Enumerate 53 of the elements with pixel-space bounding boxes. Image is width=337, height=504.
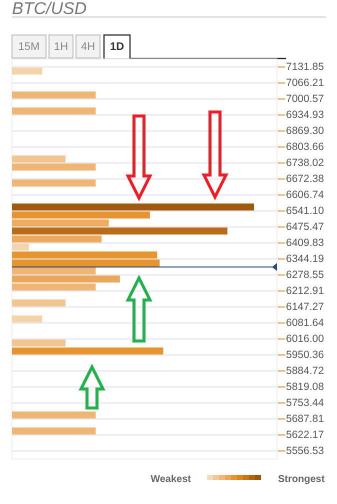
y-tick-label: 7066.21 [286, 76, 324, 89]
y-tick-label: 5687.81 [286, 412, 324, 425]
bar [12, 204, 254, 210]
text: 1H [54, 41, 68, 53]
bar [12, 276, 120, 282]
y-tick-label: 6212.91 [286, 284, 324, 297]
y-tick-label: 6738.02 [286, 156, 324, 169]
y-tick-label: 6081.64 [286, 316, 324, 329]
y-tick-label: 6541.10 [286, 204, 324, 217]
bar [12, 236, 102, 242]
y-tick-label: 6016.00 [286, 332, 324, 345]
y-tick-label: 6606.74 [286, 188, 324, 201]
bar [12, 412, 96, 418]
bar [12, 316, 42, 322]
y-tick-label: 6278.55 [286, 268, 324, 281]
y-tick-label: 6934.93 [286, 108, 324, 121]
y-tick-label: 6475.47 [286, 220, 324, 233]
bar [12, 268, 96, 274]
y-tick-label: 7131.85 [286, 60, 324, 73]
bar [12, 156, 66, 162]
bar [12, 220, 109, 226]
bar [12, 428, 96, 434]
bar [12, 284, 96, 290]
y-tick-label: 6344.19 [286, 252, 324, 265]
bar [12, 348, 164, 354]
bar [12, 244, 29, 250]
bar [12, 164, 96, 170]
text: 15M [18, 41, 40, 53]
y-tick-label: 6409.83 [286, 236, 324, 249]
text: 1D [110, 41, 124, 53]
y-tick-label: 5622.17 [286, 428, 324, 441]
y-tick-label: 6147.27 [286, 300, 324, 313]
chart-title: BTC/USD [12, 0, 87, 18]
bar [12, 228, 228, 234]
y-tick-label: 5950.36 [286, 348, 324, 361]
bar [12, 340, 66, 346]
bar [12, 180, 96, 186]
y-tick-label: 5819.08 [286, 380, 324, 393]
bar [12, 68, 42, 74]
y-tick-label: 6869.30 [286, 124, 324, 137]
bar [12, 300, 66, 306]
y-tick-label: 6672.38 [286, 172, 324, 185]
text: Strongest [278, 474, 326, 485]
y-tick-label: 5556.53 [286, 444, 324, 457]
bar [12, 92, 96, 98]
bar [12, 108, 96, 114]
y-tick-label: 5753.44 [286, 396, 324, 409]
y-tick-label: 6803.66 [286, 140, 324, 153]
text: Weakest [150, 474, 192, 485]
y-tick-label: 7000.57 [286, 92, 324, 105]
y-tick-label: 5884.72 [286, 364, 324, 377]
text: 4H [80, 41, 96, 53]
bar [12, 212, 150, 218]
